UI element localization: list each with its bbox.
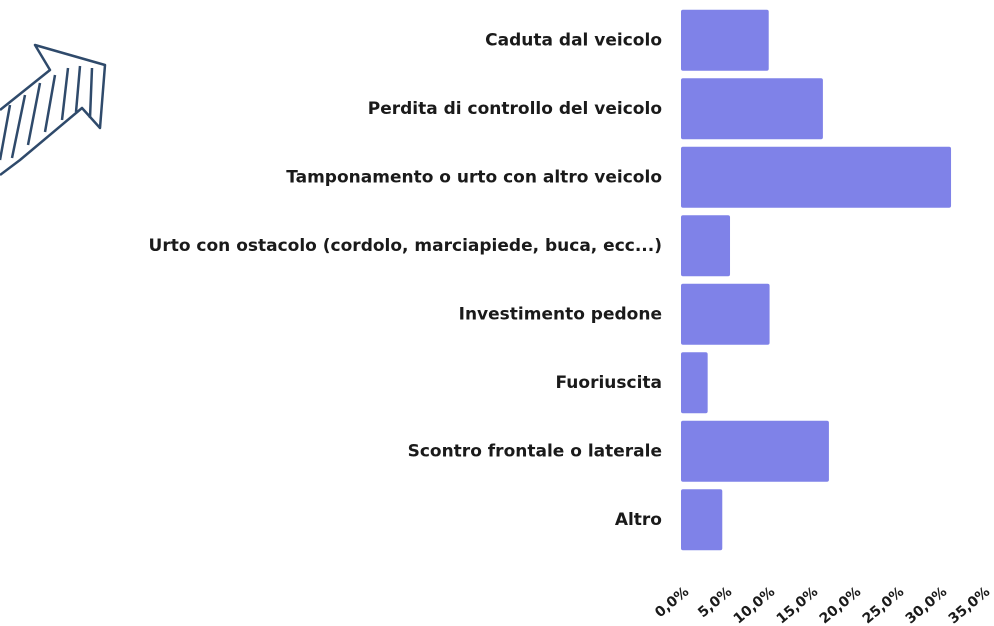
x-tick-label: 0,0% — [652, 584, 692, 621]
x-tick-label: 30,0% — [903, 584, 950, 626]
y-tick-label: Caduta dal veicolo — [485, 30, 662, 50]
bar — [681, 215, 731, 277]
bar — [681, 420, 829, 482]
x-tick-label: 20,0% — [817, 584, 864, 626]
bar — [681, 9, 769, 71]
x-tick-label: 10,0% — [731, 584, 778, 626]
y-tick-label: Altro — [615, 510, 662, 530]
y-tick-label: Scontro frontale o laterale — [408, 441, 662, 461]
bar — [681, 146, 952, 208]
y-tick-label: Urto con ostacolo (cordolo, marciapiede,… — [149, 236, 662, 256]
bar — [681, 489, 723, 551]
x-tick-label: 15,0% — [774, 584, 821, 626]
x-tick-label: 25,0% — [860, 584, 907, 626]
y-tick-label: Fuoriuscita — [556, 373, 662, 393]
y-tick-label: Perdita di controllo del veicolo — [368, 99, 662, 119]
x-tick-label: 5,0% — [695, 584, 735, 621]
bar — [681, 283, 770, 345]
bar — [681, 352, 708, 414]
y-tick-label: Investimento pedone — [459, 304, 662, 324]
y-tick-label: Tamponamento o urto con altro veicolo — [286, 167, 662, 187]
x-tick-label: 35,0% — [946, 584, 993, 626]
bar — [681, 78, 823, 140]
arrow-decoration — [0, 43, 107, 176]
